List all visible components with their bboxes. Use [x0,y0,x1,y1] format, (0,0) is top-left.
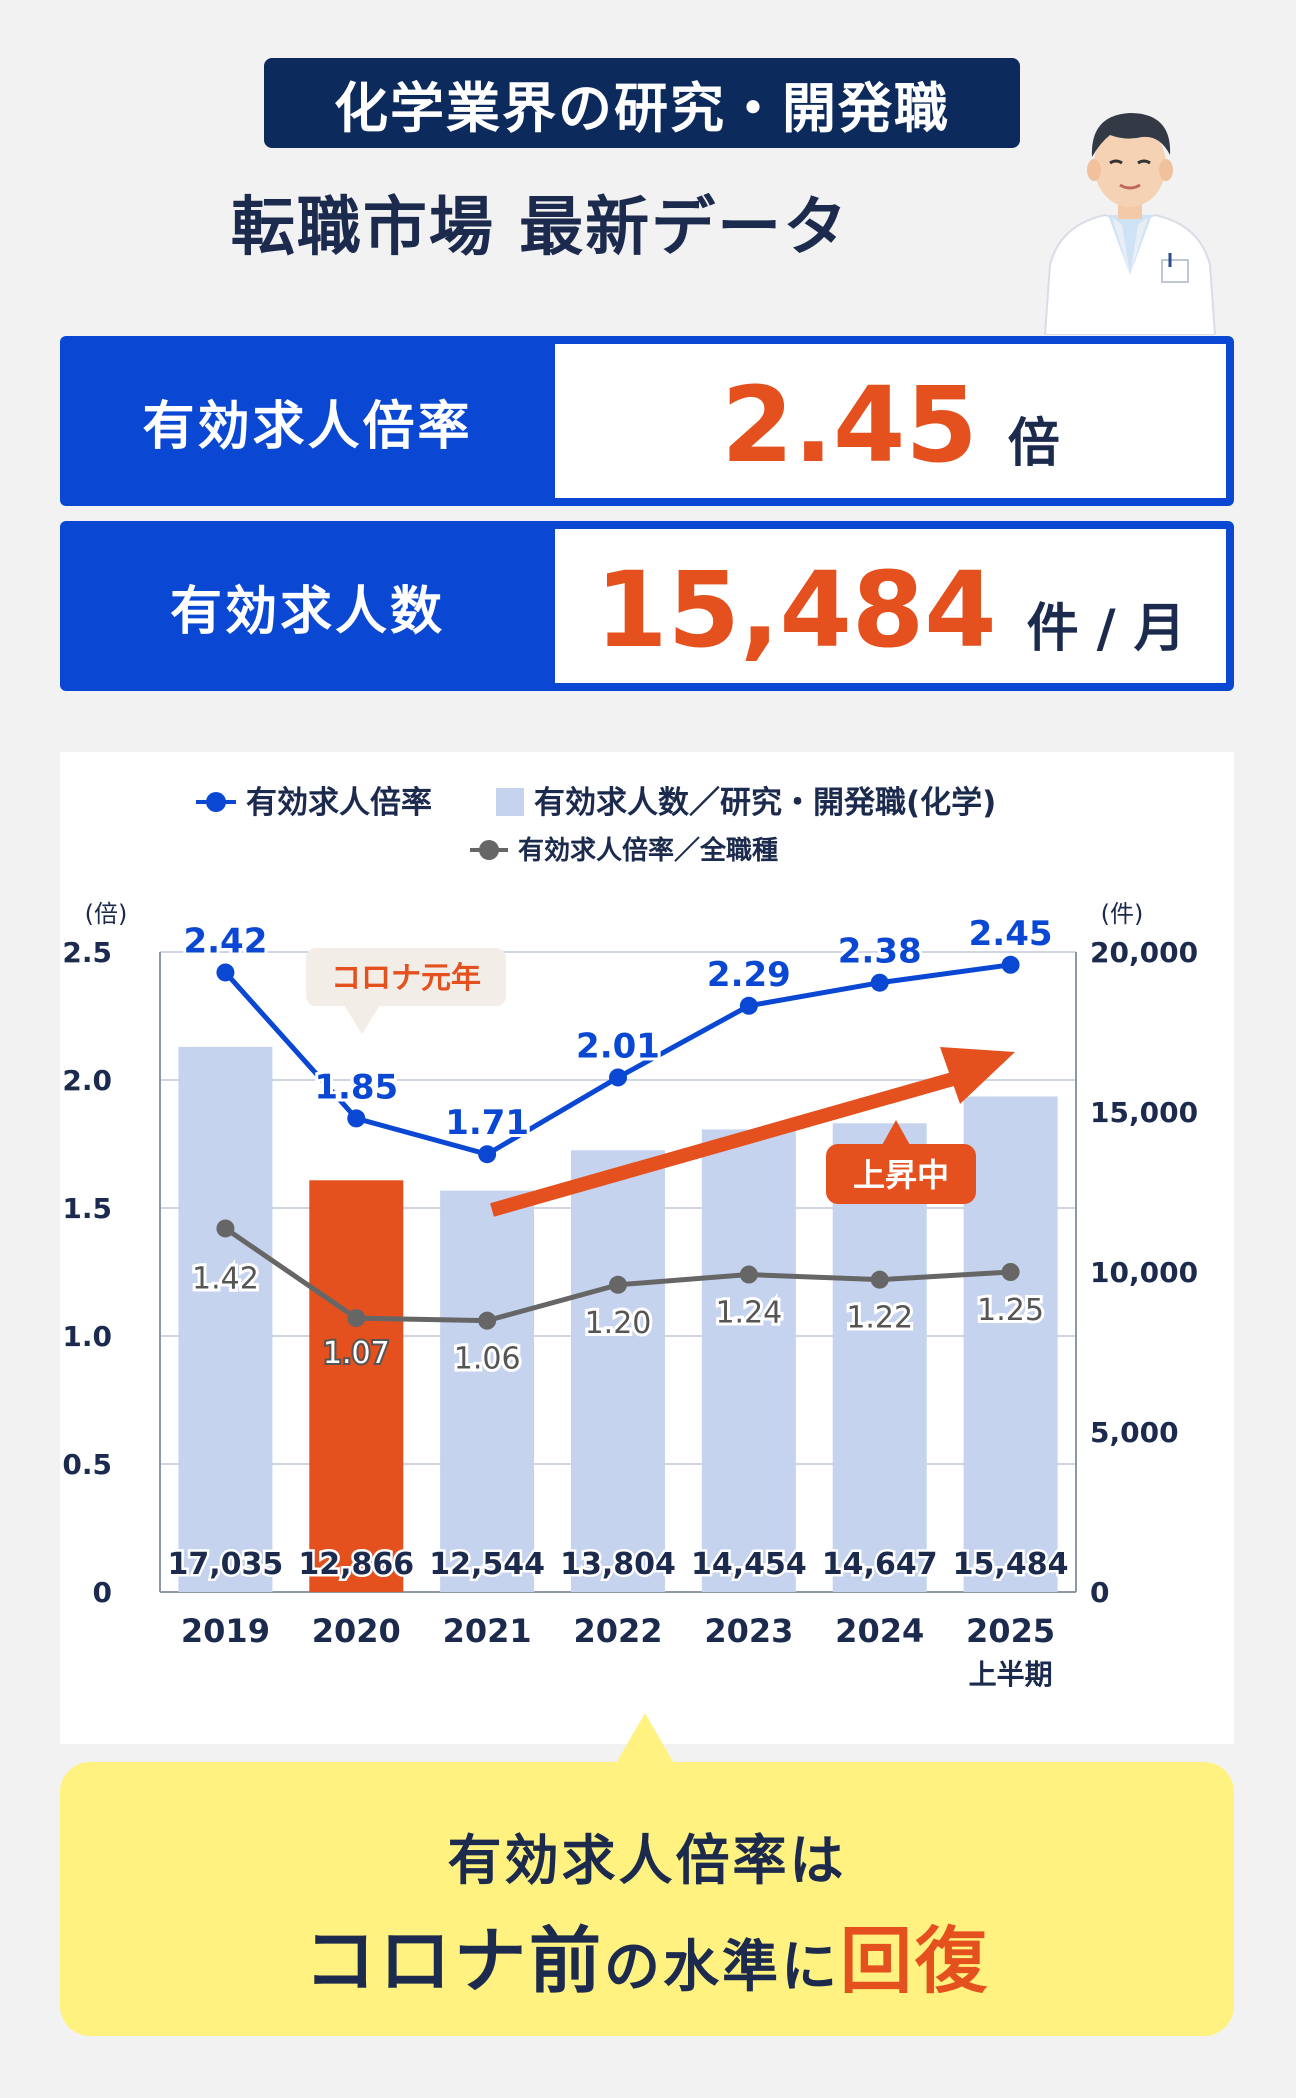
left-tick-label: 1.5 [62,1192,112,1225]
x-tick-label: 2019 [181,1612,270,1650]
all-jobs-ratio-label: 1.42 [192,1261,259,1296]
chemistry-ratio-label: 2.38 [838,932,922,972]
right-tick-label: 0 [1090,1576,1109,1609]
left-tick-label: 2.5 [62,936,112,969]
callout-line2: コロナ前の水準に回復 [60,1902,1234,2007]
x-tick-sublabel: 上半期 [969,1658,1053,1691]
chemistry-ratio-point [347,1109,366,1128]
bar-value-label: 12,544 [429,1547,545,1582]
rising-annotation-pointer [882,1120,910,1145]
x-tick-label: 2024 [835,1612,924,1650]
all-jobs-ratio-point [609,1275,627,1294]
legend-gray-label: 有効求人倍率／全職種 [518,835,778,866]
chemistry-ratio-label: 2.29 [707,955,791,995]
bar-value-label: 15,484 [953,1547,1069,1582]
trend-arrow-shaft [490,1070,962,1217]
job-count-value: 15,484 [595,549,997,671]
all-jobs-ratio-label: 1.25 [977,1293,1044,1328]
callout-level-text: の水準に [604,1935,840,2000]
all-jobs-ratio-label: 1.20 [585,1306,652,1341]
chart-card: 2.5 2.0 1.5 1.0 0.5 0 20,000 15,000 10,000 5,000 0… [60,752,1234,1744]
callout-recovery: 回復 [840,1919,991,2003]
left-axis-unit: (倍) [85,900,128,928]
chemistry-ratio-label: 2.45 [969,914,1053,954]
covid-annotation-pointer [344,1005,380,1034]
all-jobs-ratio-label: 1.24 [715,1296,782,1331]
all-jobs-ratio-point [739,1265,758,1284]
all-jobs-ratio-point [870,1270,889,1289]
bar [178,1046,273,1592]
x-tick-label: 2021 [443,1612,532,1650]
right-tick-label: 10,000 [1090,1256,1198,1289]
chemistry-ratio-label: 2.42 [183,921,267,961]
right-tick-label: 15,000 [1090,1096,1198,1129]
x-tick-label: 2020 [312,1612,401,1650]
researcher-illustration [1043,113,1217,335]
chemistry-ratio-label: 1.85 [314,1067,398,1107]
bar-value-label: 13,804 [560,1547,676,1582]
job-count-value-box: 15,484 件 / 月 [555,529,1226,683]
x-tick-label: 2023 [704,1612,793,1650]
all-jobs-ratio-point [216,1219,235,1238]
covid-annotation-text: コロナ元年 [331,961,481,996]
right-tick-label: 5,000 [1090,1416,1179,1449]
all-jobs-ratio-label: 1.06 [454,1342,521,1377]
bar-value-label: 17,035 [168,1547,284,1582]
legend-gray-marker [479,840,499,860]
bar [571,1150,665,1592]
bar-value-label: 14,647 [822,1547,938,1582]
chemistry-ratio-point [739,996,758,1015]
job-count-unit: 件 / 月 [1026,599,1186,659]
job-count-stat: 有効求人数 15,484 件 / 月 [60,521,1234,691]
job-ratio-value: 2.45 [721,364,978,486]
chemistry-ratio-point [478,1145,497,1164]
bar-value-label: 12,866 [298,1547,414,1582]
conclusion-callout: 有効求人倍率は コロナ前の水準に回復 [60,1762,1234,2036]
chemistry-ratio-point [1001,955,1020,974]
trend-arrow-head [940,1047,1015,1104]
chemistry-ratio-label: 2.01 [576,1026,660,1066]
chemistry-ratio-point [609,1068,627,1087]
callout-pre-covid: コロナ前 [303,1919,604,2003]
all-jobs-ratio-point [1001,1263,1020,1281]
all-jobs-ratio-point [478,1311,497,1330]
legend-bar-swatch [496,788,524,816]
left-tick-label: 0.5 [62,1448,112,1481]
bar [440,1190,535,1592]
all-jobs-ratio-label: 1.07 [323,1336,390,1371]
x-tick-label: 2022 [573,1612,662,1650]
callout-line1: 有効求人倍率は [447,1829,847,1892]
chemistry-ratio-point [870,973,889,992]
rising-annotation-text: 上昇中 [853,1156,949,1194]
right-axis-unit: (件) [1101,900,1144,928]
job-ratio-value-box: 2.45 倍 [555,344,1226,498]
all-jobs-ratio-label: 1.22 [846,1301,913,1336]
job-ratio-stat: 有効求人倍率 2.45 倍 [60,336,1234,506]
left-tick-label: 0 [93,1576,112,1609]
right-tick-label: 20,000 [1090,936,1198,969]
x-tick-label: 2025 [966,1612,1055,1650]
all-jobs-ratio-point [347,1309,366,1328]
chemistry-ratio-point [216,963,235,982]
bar [963,1096,1058,1592]
rising-annotation-bubble [826,1144,976,1204]
legend-bar-label: 有効求人数／研究・開発職(化学) [534,785,996,821]
chemistry-ratio-label: 1.71 [445,1103,529,1143]
job-count-label: 有効求人数 [169,581,445,642]
left-tick-label: 1.0 [62,1320,112,1353]
job-ratio-label: 有効求人倍率 [142,396,473,457]
title-badge: 化学業界の研究・開発職 [264,58,1020,148]
combo-chart: 2.5 2.0 1.5 1.0 0.5 0 20,000 15,000 10,000 5,000 0… [62,785,1198,1691]
left-tick-label: 2.0 [62,1064,112,1097]
page-title: 転職市場 最新データ [230,191,850,265]
bar [701,1129,796,1592]
legend-blue-marker [206,792,226,812]
legend-blue-label: 有効求人倍率 [246,785,432,821]
covid-annotation-bubble [306,948,506,1006]
bar [309,1180,404,1592]
bar-value-label: 14,454 [691,1547,807,1582]
job-ratio-unit: 倍 [1007,414,1060,474]
callout-pointer [615,1713,675,1765]
